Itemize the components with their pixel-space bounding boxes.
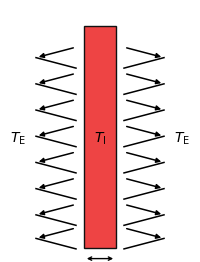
- Text: $T_{\mathrm{E}}$: $T_{\mathrm{E}}$: [10, 131, 26, 147]
- Text: $T_{\mathrm{E}}$: $T_{\mathrm{E}}$: [174, 131, 190, 147]
- Text: $T_{\mathrm{I}}$: $T_{\mathrm{I}}$: [94, 131, 106, 147]
- Bar: [84, 26, 116, 248]
